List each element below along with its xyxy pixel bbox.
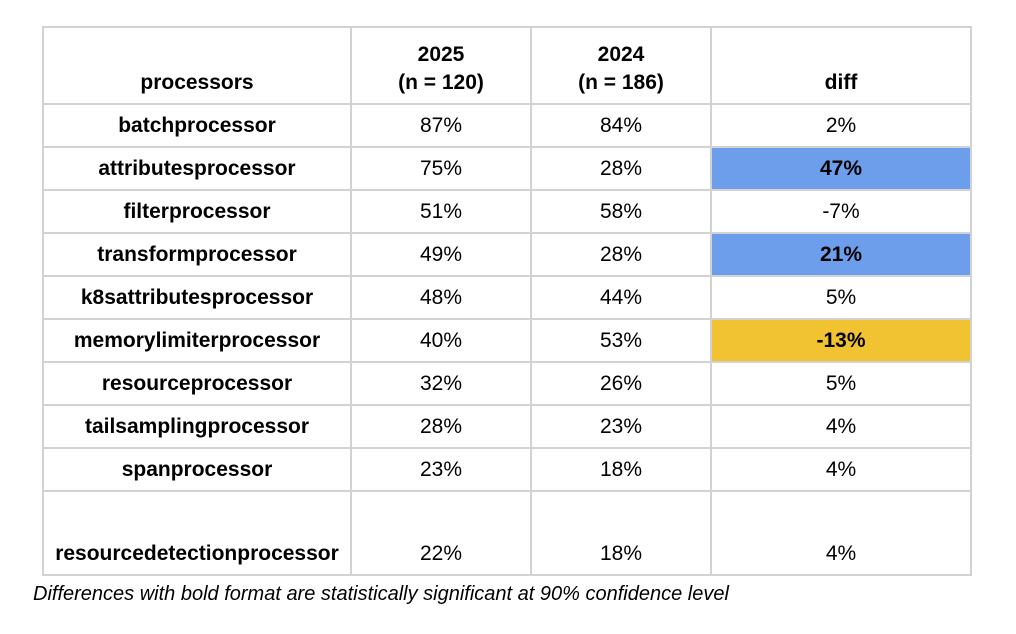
value-2024-cell: 26% [530, 361, 712, 406]
value-2025-cell: 48% [350, 275, 532, 320]
value-2025-cell: 28% [350, 404, 532, 449]
processor-name-cell: transformprocessor [42, 232, 352, 277]
table-row: batchprocessor 87% 84% 2% [42, 103, 972, 148]
diff-cell: 4% [710, 447, 972, 492]
value-2025-cell: 40% [350, 318, 532, 363]
table-row: transformprocessor 49% 28% 21% [42, 232, 972, 277]
processor-name-cell: filterprocessor [42, 189, 352, 234]
value-2025-cell: 22% [350, 490, 532, 576]
column-header-2025-sample-size: (n = 120) [398, 70, 484, 94]
value-2024-cell: 53% [530, 318, 712, 363]
column-header-processors: processors [42, 26, 352, 105]
value-2025-cell: 49% [350, 232, 532, 277]
value-2025-cell: 32% [350, 361, 532, 406]
table-row: attributesprocessor 75% 28% 47% [42, 146, 972, 191]
table-row: resourceprocessor 32% 26% 5% [42, 361, 972, 406]
value-2024-cell: 84% [530, 103, 712, 148]
value-2024-cell: 28% [530, 232, 712, 277]
processor-name-cell: resourceprocessor [42, 361, 352, 406]
table-row: resourcedetectionprocessor 22% 18% 4% [42, 490, 972, 576]
value-2024-cell: 28% [530, 146, 712, 191]
diff-cell: 21% [710, 232, 972, 277]
processor-name-cell: k8sattributesprocessor [42, 275, 352, 320]
column-header-2024-sample-size: (n = 186) [578, 70, 664, 94]
column-header-2025-year: 2025 [417, 43, 465, 67]
diff-cell: 5% [710, 275, 972, 320]
column-header-diff: diff [710, 26, 972, 105]
column-header-2024: 2024 (n = 186) [530, 26, 712, 105]
table-row: filterprocessor 51% 58% -7% [42, 189, 972, 234]
value-2024-cell: 44% [530, 275, 712, 320]
column-header-2024-year: 2024 [597, 43, 645, 67]
table-row: tailsamplingprocessor 28% 23% 4% [42, 404, 972, 449]
column-header-2025: 2025 (n = 120) [350, 26, 532, 105]
value-2024-cell: 58% [530, 189, 712, 234]
processors-table: processors 2025 (n = 120) 2024 (n = 186)… [42, 26, 972, 576]
table-row: spanprocessor 23% 18% 4% [42, 447, 972, 492]
significance-note: Differences with bold format are statist… [33, 583, 729, 605]
diff-cell: 5% [710, 361, 972, 406]
value-2025-cell: 23% [350, 447, 532, 492]
value-2025-cell: 51% [350, 189, 532, 234]
table-body: batchprocessor 87% 84% 2% attributesprocesso… [42, 103, 972, 576]
processor-name-cell: spanprocessor [42, 447, 352, 492]
header-row: processors 2025 (n = 120) 2024 (n = 186)… [42, 26, 972, 105]
table-row: k8sattributesprocessor 48% 44% 5% [42, 275, 972, 320]
diff-cell: 4% [710, 490, 972, 576]
value-2025-cell: 75% [350, 146, 532, 191]
diff-cell: 4% [710, 404, 972, 449]
value-2025-cell: 87% [350, 103, 532, 148]
processor-name-cell: batchprocessor [42, 103, 352, 148]
processor-name-cell: attributesprocessor [42, 146, 352, 191]
processor-name-cell: resourcedetectionprocessor [42, 490, 352, 576]
diff-cell: 2% [710, 103, 972, 148]
value-2024-cell: 18% [530, 490, 712, 576]
diff-cell: -13% [710, 318, 972, 363]
table-row: memorylimiterprocessor 40% 53% -13% [42, 318, 972, 363]
value-2024-cell: 23% [530, 404, 712, 449]
value-2024-cell: 18% [530, 447, 712, 492]
processor-name-cell: tailsamplingprocessor [42, 404, 352, 449]
table-container: processors 2025 (n = 120) 2024 (n = 186)… [33, 26, 972, 606]
processor-name-cell: memorylimiterprocessor [42, 318, 352, 363]
table-header: processors 2025 (n = 120) 2024 (n = 186)… [42, 26, 972, 105]
diff-cell: 47% [710, 146, 972, 191]
diff-cell: -7% [710, 189, 972, 234]
